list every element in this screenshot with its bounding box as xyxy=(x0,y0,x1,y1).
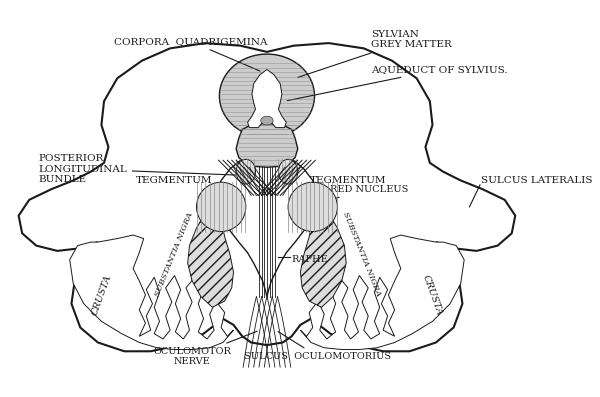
Ellipse shape xyxy=(236,159,256,184)
Ellipse shape xyxy=(261,116,273,125)
Polygon shape xyxy=(214,151,320,297)
Text: CRUSTA: CRUSTA xyxy=(421,273,444,316)
Text: RED NUCLEUS: RED NUCLEUS xyxy=(316,185,409,204)
Text: TEGMENTUM: TEGMENTUM xyxy=(136,176,213,185)
Text: TEGMENTUM: TEGMENTUM xyxy=(310,176,386,185)
Text: CRUSTA: CRUSTA xyxy=(90,273,113,316)
Text: SYLVIAN
GREY MATTER: SYLVIAN GREY MATTER xyxy=(298,30,452,77)
Polygon shape xyxy=(301,235,464,349)
Ellipse shape xyxy=(288,182,337,231)
Text: POSTERIOR
LONGITUDINAL
BUNDLE: POSTERIOR LONGITUDINAL BUNDLE xyxy=(38,154,236,184)
Polygon shape xyxy=(301,191,346,307)
Text: SUBSTANTIA NIGRA: SUBSTANTIA NIGRA xyxy=(154,211,195,298)
Text: SULCUS  OCULOMOTORIUS: SULCUS OCULOMOTORIUS xyxy=(244,331,392,361)
Polygon shape xyxy=(236,123,298,167)
Ellipse shape xyxy=(220,54,314,138)
Text: OCULOMOTOR
NERVE: OCULOMOTOR NERVE xyxy=(153,331,257,366)
Text: SUBSTANTIA NIGRA: SUBSTANTIA NIGRA xyxy=(341,211,383,298)
Polygon shape xyxy=(248,69,286,127)
Text: SULCUS LATERALIS: SULCUS LATERALIS xyxy=(481,176,592,185)
Text: AQUEDUCT OF SYLVIUS.: AQUEDUCT OF SYLVIUS. xyxy=(287,65,508,101)
Ellipse shape xyxy=(197,182,246,231)
Text: CORPORA  QUADRIGEMINA: CORPORA QUADRIGEMINA xyxy=(113,37,267,71)
Polygon shape xyxy=(70,235,233,349)
Polygon shape xyxy=(188,191,233,307)
Text: RAPHE: RAPHE xyxy=(292,255,328,264)
Ellipse shape xyxy=(278,159,298,184)
Polygon shape xyxy=(19,43,515,351)
